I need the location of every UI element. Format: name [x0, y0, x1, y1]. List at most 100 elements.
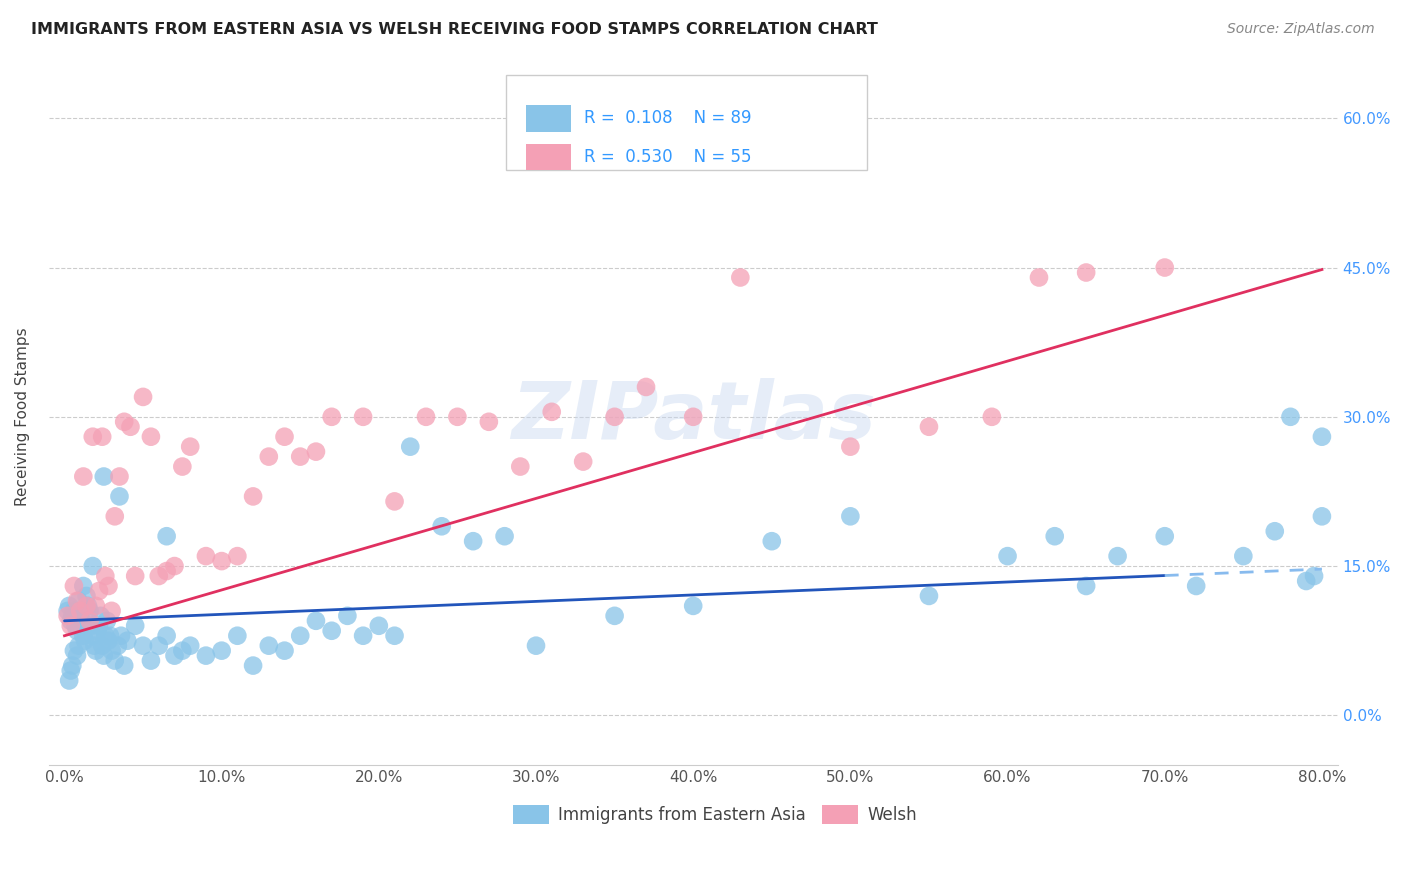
Point	[72, 469, 94, 483]
Point	[107, 639, 129, 653]
Point	[305, 444, 328, 458]
Point	[104, 509, 127, 524]
FancyBboxPatch shape	[506, 76, 868, 169]
Point	[1043, 529, 1066, 543]
Point	[110, 629, 132, 643]
Point	[124, 619, 146, 633]
Point	[430, 519, 453, 533]
Point	[86, 624, 108, 638]
Point	[384, 629, 406, 643]
Point	[63, 643, 86, 657]
Point	[73, 633, 96, 648]
Point	[730, 270, 752, 285]
Point	[132, 390, 155, 404]
Y-axis label: Receiving Food Stamps: Receiving Food Stamps	[15, 327, 30, 506]
Point	[76, 599, 98, 613]
Point	[257, 639, 280, 653]
Point	[384, 494, 406, 508]
Point	[918, 419, 941, 434]
Point	[634, 380, 657, 394]
Point	[321, 409, 343, 424]
Point	[399, 440, 422, 454]
Text: Source: ZipAtlas.com: Source: ZipAtlas.com	[1227, 22, 1375, 37]
Point	[336, 608, 359, 623]
Point	[58, 599, 80, 613]
Point	[211, 643, 233, 657]
Point	[194, 648, 217, 663]
Point	[59, 619, 82, 633]
Point	[446, 409, 468, 424]
Point	[352, 629, 374, 643]
Point	[91, 430, 114, 444]
Point	[1028, 270, 1050, 285]
Point	[257, 450, 280, 464]
Point	[139, 654, 162, 668]
Point	[100, 643, 122, 657]
Point	[139, 430, 162, 444]
Point	[352, 409, 374, 424]
Point	[117, 633, 139, 648]
Point	[997, 549, 1019, 563]
Point	[67, 594, 90, 608]
Point	[94, 629, 117, 643]
Point	[63, 604, 86, 618]
Text: R =  0.108    N = 89: R = 0.108 N = 89	[583, 110, 751, 128]
Point	[112, 658, 135, 673]
Point	[242, 658, 264, 673]
Point	[120, 419, 142, 434]
Point	[156, 629, 179, 643]
Point	[918, 589, 941, 603]
Point	[156, 564, 179, 578]
Point	[87, 619, 110, 633]
Point	[69, 604, 91, 618]
Point	[163, 559, 186, 574]
Point	[1153, 260, 1175, 275]
Point	[1264, 524, 1286, 539]
Point	[509, 459, 531, 474]
FancyBboxPatch shape	[526, 105, 571, 132]
Point	[66, 648, 89, 663]
FancyBboxPatch shape	[823, 805, 858, 824]
Point	[87, 584, 110, 599]
Point	[1153, 529, 1175, 543]
Point	[112, 415, 135, 429]
FancyBboxPatch shape	[526, 144, 571, 170]
Point	[82, 430, 104, 444]
Point	[59, 614, 82, 628]
Point	[148, 639, 170, 653]
Point	[63, 579, 86, 593]
Point	[69, 608, 91, 623]
Point	[1076, 579, 1098, 593]
Point	[163, 648, 186, 663]
Point	[76, 589, 98, 603]
Point	[540, 405, 562, 419]
Point	[1107, 549, 1129, 563]
Point	[79, 604, 101, 618]
Point	[108, 469, 131, 483]
Point	[108, 490, 131, 504]
Point	[211, 554, 233, 568]
Point	[82, 559, 104, 574]
Point	[66, 624, 89, 638]
Point	[80, 619, 103, 633]
Point	[96, 614, 118, 628]
Point	[148, 569, 170, 583]
FancyBboxPatch shape	[513, 805, 548, 824]
Point	[226, 629, 249, 643]
Point	[415, 409, 437, 424]
Point	[463, 534, 485, 549]
Point	[478, 415, 501, 429]
Point	[98, 629, 121, 643]
Point	[572, 454, 595, 468]
Text: Immigrants from Eastern Asia: Immigrants from Eastern Asia	[558, 805, 806, 823]
Point	[367, 619, 389, 633]
Point	[97, 579, 120, 593]
Point	[290, 629, 312, 643]
Point	[100, 604, 122, 618]
Point	[56, 604, 79, 618]
Point	[67, 639, 90, 653]
Point	[58, 673, 80, 688]
Point	[156, 529, 179, 543]
Point	[97, 633, 120, 648]
Point	[84, 643, 107, 657]
